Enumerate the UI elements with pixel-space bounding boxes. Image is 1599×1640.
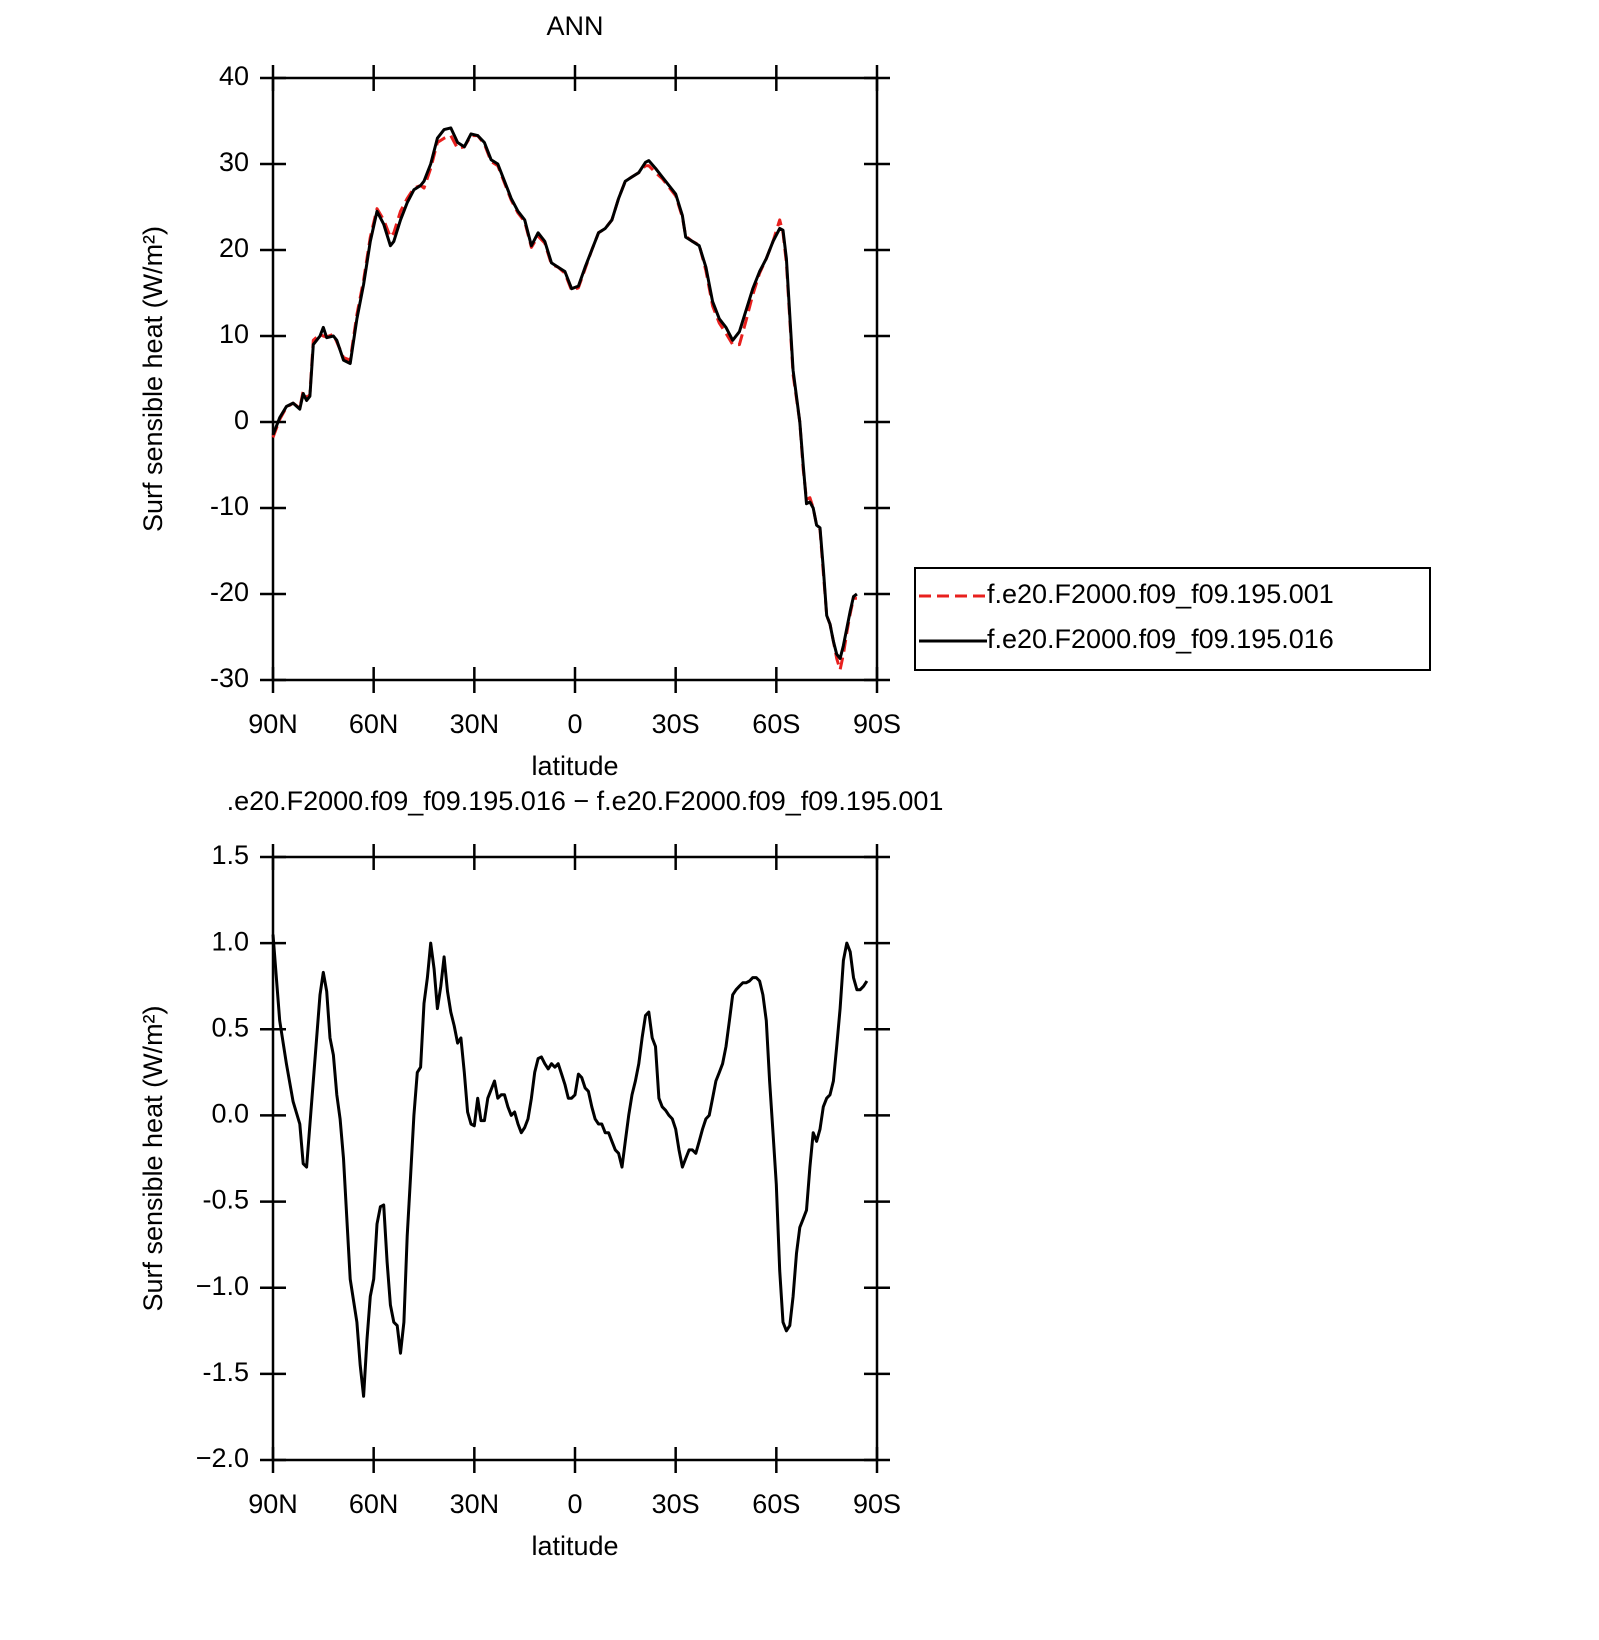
y-tick-label: 0.0	[211, 1099, 249, 1129]
y-tick-label: 0	[234, 405, 249, 435]
x-tick-label: 30N	[450, 709, 500, 739]
x-tick-label: 0	[567, 1489, 582, 1519]
y-tick-label: -10	[210, 491, 249, 521]
data-line	[271, 934, 869, 1398]
x-tick-label: 90S	[853, 1489, 901, 1519]
y-tick-label: -0.5	[202, 1185, 249, 1215]
y-tick-label: 40	[219, 61, 249, 91]
data-line	[271, 134, 857, 672]
y-axis-label: Surf sensible heat (W/m²)	[138, 1005, 168, 1311]
y-axis-label: Surf sensible heat (W/m²)	[138, 226, 168, 532]
chart-title: .e20.F2000.f09_f09.195.016 − f.e20.F2000…	[227, 786, 944, 816]
plot-frame	[271, 76, 879, 682]
x-axis-label: latitude	[531, 751, 618, 781]
y-tick-label: −2.0	[196, 1443, 249, 1473]
y-tick-label: 30	[219, 147, 249, 177]
x-tick-label: 90S	[853, 709, 901, 739]
chart-title: ANN	[546, 11, 603, 41]
x-tick-label: 30N	[450, 1489, 500, 1519]
data-line	[271, 126, 858, 660]
legend-label: f.e20.F2000.f09_f09.195.016	[987, 624, 1334, 654]
y-tick-label: -30	[210, 663, 249, 693]
plot-frame	[271, 855, 879, 1462]
x-tick-label: 0	[567, 709, 582, 739]
y-tick-label: 20	[219, 233, 249, 263]
y-tick-label: 1.5	[211, 840, 249, 870]
legend-box	[914, 567, 1431, 671]
y-tick-label: 10	[219, 319, 249, 349]
y-tick-label: 0.5	[211, 1012, 249, 1042]
y-tick-label: -1.5	[202, 1357, 249, 1387]
x-tick-label: 60S	[752, 1489, 800, 1519]
y-tick-label: −1.0	[196, 1271, 249, 1301]
legend-label: f.e20.F2000.f09_f09.195.001	[987, 579, 1334, 609]
x-tick-label: 60S	[752, 709, 800, 739]
x-tick-label: 30S	[652, 709, 700, 739]
x-tick-label: 60N	[349, 709, 399, 739]
x-tick-label: 90N	[248, 1489, 298, 1519]
x-tick-label: 90N	[248, 709, 298, 739]
x-tick-label: 30S	[652, 1489, 700, 1519]
y-tick-label: -20	[210, 577, 249, 607]
x-axis-label: latitude	[531, 1531, 618, 1561]
x-tick-label: 60N	[349, 1489, 399, 1519]
y-tick-label: 1.0	[211, 926, 249, 956]
